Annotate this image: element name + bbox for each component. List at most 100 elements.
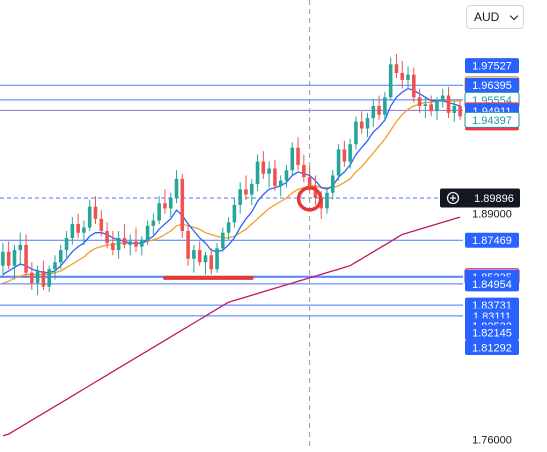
candle-body <box>296 147 300 166</box>
candle-body <box>18 244 23 251</box>
candle-body <box>354 121 358 145</box>
candle-body <box>417 97 422 106</box>
price-label-badge <box>465 232 519 248</box>
price-label-badge <box>465 325 519 341</box>
axis-background <box>463 0 547 452</box>
candle-body <box>53 262 57 270</box>
candle-body <box>64 237 69 251</box>
candle-body <box>307 177 312 186</box>
candle-body <box>267 168 271 174</box>
candle-body <box>174 178 179 198</box>
candle-body <box>35 270 40 284</box>
candle-body <box>180 178 185 231</box>
price-label-text: 1.94397 <box>472 115 512 127</box>
candle-body <box>111 243 115 251</box>
candle-body <box>168 197 173 209</box>
candle-body <box>261 161 266 174</box>
crosshair-price-text: 1.89896 <box>474 193 514 205</box>
currency-selector[interactable]: AUD <box>466 5 524 29</box>
price-label-text: 1.82145 <box>472 328 512 340</box>
candle-body <box>423 104 428 106</box>
candle-body <box>400 72 405 80</box>
horizontal-levels <box>0 84 463 317</box>
candle-body <box>12 250 17 266</box>
candle-body <box>302 165 306 178</box>
candle-body <box>383 97 387 115</box>
candle-body <box>139 239 144 247</box>
candle-body <box>273 168 277 186</box>
candle-body <box>87 206 92 228</box>
candles <box>1 53 462 296</box>
candle-body <box>290 147 295 171</box>
annotations <box>162 186 323 280</box>
price-axis: 1.890001.760001.975271.964601.963951.955… <box>440 0 547 452</box>
candle-body <box>278 180 283 186</box>
candle-body <box>325 192 329 209</box>
candle-body <box>232 204 237 223</box>
price-label-text: 1.96395 <box>472 80 512 92</box>
candle-body <box>197 250 202 263</box>
candle-body <box>47 269 51 287</box>
candle-body <box>41 270 46 287</box>
candle-body <box>226 222 231 233</box>
highlight-circle <box>296 186 323 212</box>
candle-body <box>209 255 214 270</box>
candle-body <box>30 272 34 284</box>
candle-body <box>388 64 393 98</box>
price-label-badge <box>465 58 519 74</box>
candle-body <box>58 250 63 263</box>
candle-body <box>163 203 167 209</box>
price-label-badge <box>465 77 519 93</box>
candle-body <box>192 250 196 259</box>
candle-body <box>359 121 364 129</box>
price-label-badge <box>465 339 519 355</box>
candle-body <box>93 206 98 219</box>
candle-body <box>157 203 161 221</box>
candle-body <box>365 118 370 129</box>
candle-body <box>134 241 138 247</box>
candle-body <box>452 105 457 113</box>
candle-body <box>203 255 208 263</box>
candle-body <box>6 251 11 266</box>
candle-body <box>105 230 109 244</box>
currency-value: AUD <box>474 10 500 24</box>
chevron-down-icon <box>509 11 519 21</box>
candle-body <box>145 225 150 240</box>
candle-body <box>128 241 133 245</box>
candle-body <box>435 100 439 112</box>
candle-body <box>446 95 451 113</box>
candle-body <box>377 105 381 115</box>
price-label-badge <box>465 276 519 292</box>
moving-averages <box>2 87 461 437</box>
candle-body <box>186 230 190 259</box>
candle-body <box>1 251 5 266</box>
candle-body <box>371 105 376 119</box>
ma-long-line <box>2 216 461 437</box>
ma-fast-line <box>2 87 461 275</box>
candle-body <box>116 237 121 251</box>
ma-slow-line <box>2 100 461 284</box>
candle-body <box>412 74 416 98</box>
candle-body <box>458 105 462 117</box>
price-label-text: 1.81292 <box>472 342 512 354</box>
candle-body <box>255 161 260 185</box>
candle-body <box>76 224 80 233</box>
candle-body <box>244 189 248 195</box>
candle-body <box>82 227 86 233</box>
price-label-badge <box>464 111 520 128</box>
price-label-text: 1.87469 <box>472 235 512 247</box>
candle-body <box>440 95 445 101</box>
crosshair-price-badge <box>440 188 520 208</box>
candle-body <box>238 189 242 205</box>
candle-body <box>122 237 127 245</box>
axis-tick-label: 1.89000 <box>472 209 512 221</box>
candle-body <box>348 144 352 162</box>
candle-body <box>221 232 225 249</box>
price-label-text: 1.84954 <box>472 279 512 291</box>
candle-body <box>24 244 28 273</box>
candle-body <box>215 248 219 270</box>
candle-body <box>284 170 289 181</box>
candle-body <box>151 220 156 226</box>
